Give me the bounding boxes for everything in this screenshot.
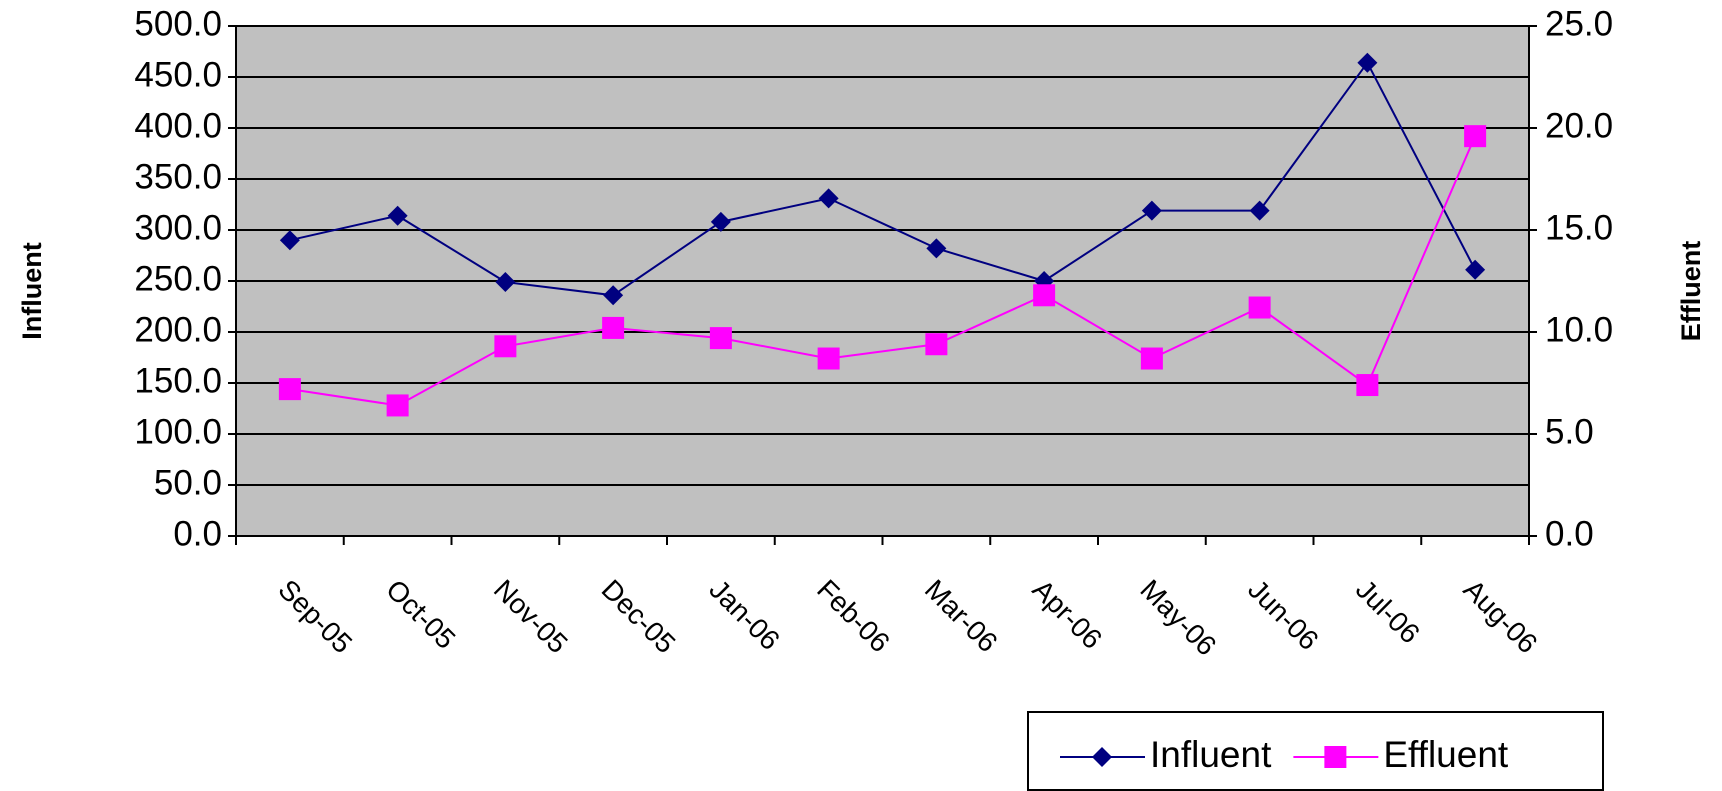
data-point [1356,374,1379,397]
x-tick-label: Mar-06 [919,574,1004,659]
data-point [817,347,840,370]
y-tick-label: 0.0 [173,514,222,553]
data-point [1464,125,1487,148]
x-tick-label: Jun-06 [1242,574,1324,656]
x-tick-label: Oct-05 [380,574,461,655]
y-tick-label: 300.0 [134,208,222,247]
data-point [1141,200,1162,221]
data-point [1248,296,1271,319]
legend-marker [1092,747,1112,767]
y2-tick-label: 15.0 [1545,208,1613,247]
data-point [603,285,624,306]
y-tick-label: 150.0 [134,361,222,400]
data-point [1465,259,1486,280]
y-tick-label: 200.0 [134,310,222,349]
data-point [1033,284,1056,307]
y-tick-label: 250.0 [134,259,222,298]
legend-label: Influent [1150,734,1272,775]
data-point [818,188,839,209]
data-point [602,316,625,339]
data-point [494,335,517,358]
x-tick-label: Dec-05 [596,574,682,660]
x-tick-label: Feb-06 [811,574,896,659]
legend-marker [1324,746,1347,768]
y2-tick-label: 5.0 [1545,412,1594,451]
data-point [279,230,300,251]
legend [1027,711,1604,791]
y2-tick-label: 10.0 [1545,310,1613,349]
data-point [387,205,408,226]
y-tick-label: 350.0 [134,157,222,196]
data-point [1357,52,1378,73]
x-tick-label: Jan-06 [703,574,785,656]
data-point [925,333,948,356]
y-tick-label: 450.0 [134,55,222,94]
x-tick-label: Apr-06 [1027,574,1108,655]
data-point [709,327,732,350]
y2-axis-title: Effluent [1676,241,1706,342]
y-tick-label: 100.0 [134,412,222,451]
y-tick-label: 400.0 [134,106,222,145]
data-point [1249,200,1270,221]
data-point [926,238,947,259]
y2-tick-label: 20.0 [1545,106,1613,145]
series-line [289,135,1477,407]
data-point [710,211,731,232]
x-tick-label: Jul-06 [1350,574,1426,650]
data-point [495,272,516,293]
y2-tick-label: 25.0 [1545,4,1613,43]
data-point [278,378,301,401]
data-point [1140,347,1163,370]
x-tick-label: May-06 [1134,574,1222,662]
y-tick-label: 50.0 [154,463,222,502]
series-line [289,60,1477,297]
legend-label: Effluent [1383,734,1509,775]
data-point [386,394,409,417]
y-axis-title: Influent [17,242,47,339]
y2-tick-label: 0.0 [1545,514,1594,553]
x-tick-label: Nov-05 [488,574,574,660]
y-tick-label: 500.0 [134,4,222,43]
x-tick-label: Sep-05 [272,574,358,660]
x-tick-label: Aug-06 [1458,574,1544,660]
